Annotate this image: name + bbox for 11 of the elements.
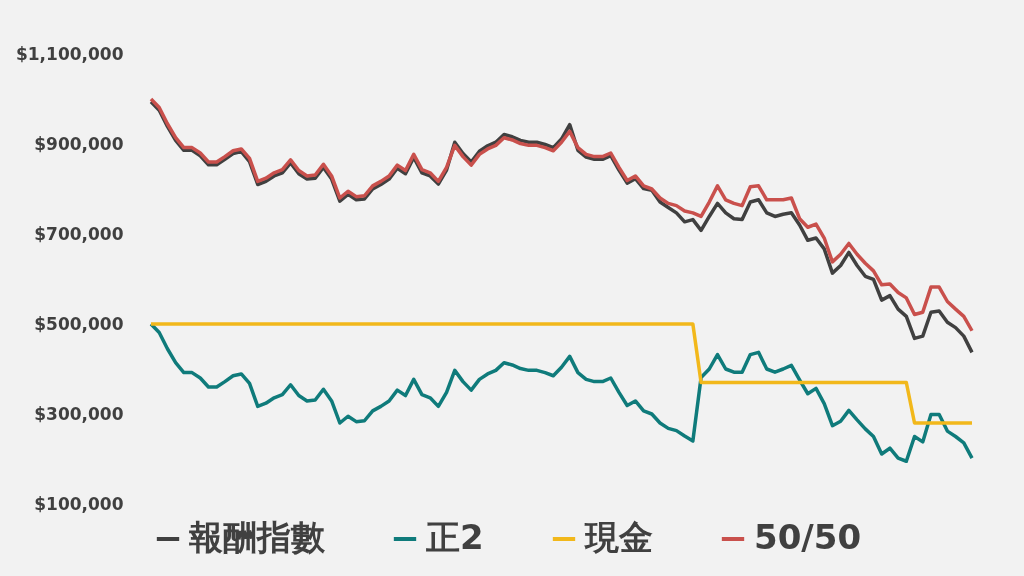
y-tick-label: $1,100,000 [15, 43, 124, 64]
y-tick-label: $300,000 [34, 403, 124, 424]
legend-label: 50/50 [754, 517, 862, 557]
legend-label: 正2 [425, 517, 484, 557]
y-tick-label: $100,000 [34, 493, 124, 514]
line-series [149, 322, 974, 463]
y-tick-label: $900,000 [34, 133, 124, 154]
legend-label: 現金 [584, 517, 653, 557]
y-tick-label: $500,000 [34, 313, 124, 334]
legend-label: 報酬指數 [189, 517, 326, 557]
y-tick-label: $700,000 [34, 223, 124, 244]
